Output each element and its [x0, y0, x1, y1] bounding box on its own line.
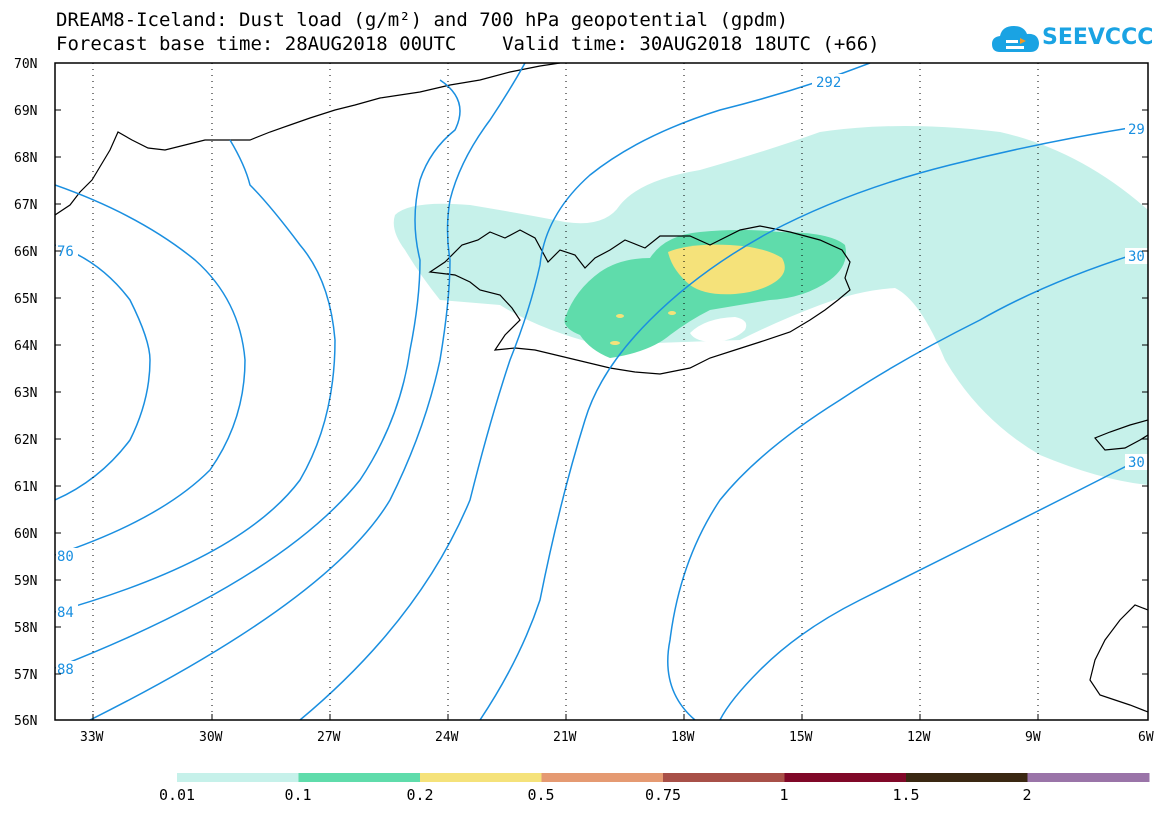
lon-label: 15W — [789, 730, 813, 745]
contour-labels: 292 29 30 30 76 80 84 88 — [56, 74, 1148, 678]
colorbar-label: 2 — [1022, 786, 1032, 804]
colorbar-label: 0.5 — [527, 786, 555, 804]
greenland-coast — [55, 63, 561, 216]
lon-label: 18W — [671, 730, 695, 745]
lat-label: 67N — [14, 198, 37, 213]
contour-280 — [55, 184, 246, 556]
lat-label: 69N — [14, 104, 37, 119]
colorbar-label: 0.01 — [158, 786, 196, 804]
lat-label: 64N — [14, 339, 37, 354]
lat-label: 63N — [14, 386, 37, 401]
contour-304 — [719, 454, 1148, 720]
lat-label: 58N — [14, 621, 37, 636]
lon-label: 30W — [199, 730, 223, 745]
contour-288 — [55, 79, 461, 669]
map-subtitle: Forecast base time: 28AUG2018 00UTC Vali… — [56, 33, 880, 55]
contour-276 — [55, 244, 151, 501]
lon-label: 12W — [907, 730, 931, 745]
contour-296 — [479, 124, 1148, 720]
contour-284 — [55, 139, 336, 613]
colorbar-label: 0.75 — [644, 786, 682, 804]
colorbar-swatch — [1027, 773, 1150, 782]
lat-label: 66N — [14, 245, 37, 260]
colorbar-swatch — [298, 773, 421, 782]
colorbar — [177, 773, 1150, 782]
map-title: DREAM8-Iceland: Dust load (g/m²) and 700… — [56, 9, 789, 31]
lat-label: 56N — [14, 714, 37, 729]
tick-marks — [55, 62, 1148, 720]
colorbar-label: 0.2 — [406, 786, 434, 804]
lat-label: 60N — [14, 527, 37, 542]
contour-292a — [89, 63, 526, 720]
colorbar-swatch — [541, 773, 664, 782]
lat-label: 70N — [14, 57, 37, 72]
contour-label-29: 29 — [1128, 122, 1145, 138]
longitude-labels: 33W 30W 27W 24W 21W 18W 15W 12W 9W 6W — [80, 730, 1154, 745]
lon-label: 6W — [1138, 730, 1154, 745]
contour-300 — [667, 249, 1148, 720]
faroe-coast — [1094, 419, 1148, 451]
lon-label: 21W — [553, 730, 577, 745]
lat-label: 62N — [14, 433, 37, 448]
dust-area-02 — [668, 244, 785, 295]
lat-label: 68N — [14, 151, 37, 166]
colorbar-swatch — [906, 773, 1028, 782]
lon-label: 33W — [80, 730, 104, 745]
lat-label: 59N — [14, 574, 37, 589]
colorbar-swatch — [177, 773, 299, 782]
contour-label-292: 292 — [816, 75, 841, 91]
coastlines — [55, 63, 1148, 713]
lat-label: 57N — [14, 668, 37, 683]
contour-label-30a: 30 — [1128, 249, 1145, 265]
logo-text: SEEVCCC — [1042, 25, 1154, 50]
contour-label-88: 88 — [57, 662, 74, 678]
dust-area-001 — [393, 126, 1148, 485]
norway-coast — [1089, 604, 1148, 713]
colorbar-label: 1 — [779, 786, 789, 804]
dust-spot-02c — [610, 341, 620, 345]
dust-spot-02a — [616, 314, 624, 318]
dust-spot-02b — [668, 311, 676, 315]
contour-label-84: 84 — [57, 605, 74, 621]
colorbar-swatch — [420, 773, 542, 782]
dust-gap — [690, 317, 747, 342]
lon-label: 27W — [317, 730, 341, 745]
lat-label: 65N — [14, 292, 37, 307]
colorbar-swatch — [663, 773, 785, 782]
geopotential-contours — [55, 63, 1148, 720]
contour-label-76: 76 — [57, 244, 74, 260]
colorbar-label: 0.1 — [284, 786, 312, 804]
contour-label-30b: 30 — [1128, 455, 1145, 471]
seevccc-logo: SEEVCCC — [990, 20, 1160, 60]
iceland-coast — [428, 225, 851, 375]
colorbar-label: 1.5 — [892, 786, 920, 804]
lat-label: 61N — [14, 480, 37, 495]
colorbar-swatch — [784, 773, 907, 782]
latitude-labels: 70N 69N 68N 67N 66N 65N 64N 63N 62N 61N … — [14, 57, 37, 729]
contour-292b — [299, 63, 871, 720]
lon-label: 24W — [435, 730, 459, 745]
contour-label-80: 80 — [57, 549, 74, 565]
cloud-icon — [992, 26, 1039, 52]
lon-label: 9W — [1025, 730, 1041, 745]
